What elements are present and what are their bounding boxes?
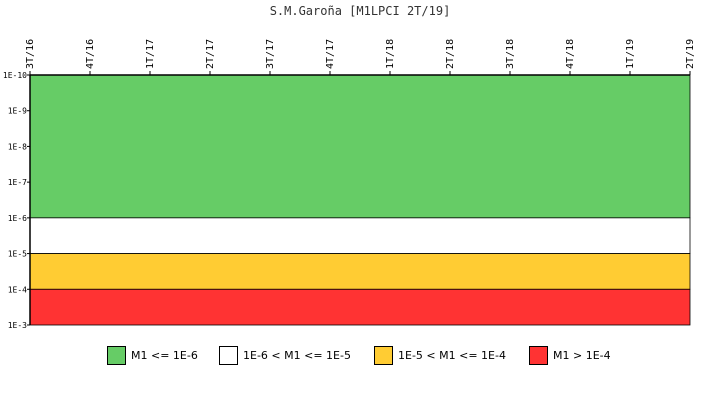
band-1 [29, 217, 691, 254]
y-tick-label: 1E-3 [8, 321, 27, 330]
legend-label: 1E-5 < M1 <= 1E-4 [398, 348, 506, 362]
x-tick-label: 1T/18 [385, 39, 396, 69]
x-tick-label: 4T/16 [85, 39, 96, 69]
legend-item: M1 <= 1E-6 [107, 344, 198, 366]
bands-layer [29, 74, 691, 326]
y-tick-label: 1E-4 [8, 285, 27, 294]
legend-swatch [107, 345, 126, 365]
y-tick-label: 1E-10 [3, 71, 27, 80]
x-tick-label: 2T/18 [445, 39, 456, 69]
legend-item: 1E-5 < M1 <= 1E-4 [374, 344, 506, 366]
band-3 [29, 288, 691, 326]
legend: M1 <= 1E-6 1E-6 < M1 <= 1E-5 1E-5 < M1 <= … [0, 344, 720, 366]
x-tick-label: 3T/17 [265, 39, 276, 69]
x-tick-label: 3T/18 [505, 39, 516, 69]
y-tick-label: 1E-6 [8, 214, 27, 223]
axes-layer: 3T/16 4T/16 1T/17 2T/17 3T/17 4T/17 1T/18 2T/18… [3, 39, 696, 330]
y-tick-label: 1E-7 [8, 178, 27, 187]
legend-item: M1 > 1E-4 [529, 344, 611, 366]
y-tick-label: 1E-8 [8, 142, 27, 151]
chart-title: S.M.Garoña [M1LPCI 2T/19] [270, 4, 451, 18]
legend-label: 1E-6 < M1 <= 1E-5 [243, 348, 351, 362]
x-tick-label: 1T/17 [145, 39, 156, 69]
x-tick-label: 4T/17 [325, 39, 336, 69]
x-tick-label: 4T/18 [565, 39, 576, 69]
legend-swatch [219, 345, 238, 365]
x-tick-label: 2T/19 [685, 39, 696, 69]
x-tick-label: 3T/16 [25, 39, 36, 69]
legend-label: M1 <= 1E-6 [131, 348, 198, 362]
y-tick-label: 1E-5 [8, 250, 27, 259]
x-tick-label: 1T/19 [625, 39, 636, 69]
y-tick-label: 1E-9 [8, 107, 27, 116]
x-tick-label: 2T/17 [205, 39, 216, 69]
legend-label: M1 > 1E-4 [553, 348, 611, 362]
legend-swatch [529, 345, 548, 365]
band-2 [29, 253, 691, 290]
band-0 [29, 74, 691, 219]
legend-swatch [374, 345, 393, 365]
legend-item: 1E-6 < M1 <= 1E-5 [219, 344, 351, 366]
